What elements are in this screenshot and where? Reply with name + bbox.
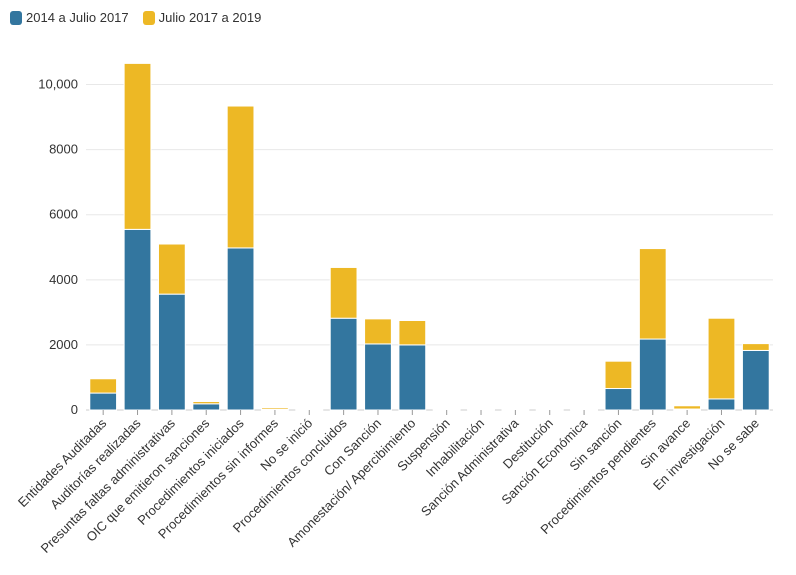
bar-2-1	[123, 62, 152, 230]
bar-2-0	[89, 378, 118, 394]
y-tick-label-4: 8000	[49, 142, 78, 157]
bar-2-2	[157, 243, 186, 295]
y-tick-label-2: 4000	[49, 272, 78, 287]
bar-1-7	[329, 317, 358, 411]
y-tick-label-1: 2000	[49, 337, 78, 352]
bar-1-9	[398, 344, 427, 411]
bar-1-19	[741, 349, 770, 411]
bar-1-16	[638, 338, 667, 411]
bar-2-15	[604, 360, 633, 390]
y-tick-label-3: 6000	[49, 207, 78, 222]
legend-item-series-2[interactable]: Julio 2017 a 2019	[142, 10, 262, 25]
bar-2-17	[673, 405, 702, 410]
bar-1-8	[364, 343, 392, 411]
bar-1-4	[226, 247, 255, 411]
x-tick-label-2: Presuntas faltas administrativas	[38, 415, 179, 556]
bar-2-18	[707, 317, 736, 400]
bar-1-18	[707, 398, 736, 411]
legend-swatch-series-1	[10, 10, 22, 25]
bar-2-16	[638, 248, 667, 340]
bar-2-19	[741, 343, 770, 351]
legend-item-series-1[interactable]: 2014 a Julio 2017	[10, 10, 129, 25]
bar-1-1	[123, 228, 152, 411]
legend-label-series-2: Julio 2017 a 2019	[158, 10, 262, 25]
bar-1-3	[192, 403, 221, 411]
bar-2-5	[261, 407, 289, 410]
bar-2-11	[467, 408, 495, 411]
bar-1-2	[157, 293, 186, 411]
bar-2-12	[501, 408, 530, 411]
bar-1-15	[604, 388, 633, 411]
legend-label-series-1: 2014 a Julio 2017	[26, 10, 129, 25]
chart-legend: 2014 a Julio 2017 Julio 2017 a 2019	[10, 10, 261, 25]
bar-2-7	[329, 266, 358, 319]
y-tick-label-0: 0	[71, 402, 78, 417]
bar-2-3	[192, 401, 221, 405]
legend-swatch-series-2	[142, 10, 155, 25]
bar-2-9	[398, 320, 427, 346]
y-tick-label-5: 10,000	[38, 77, 78, 92]
bar-1-0	[89, 392, 118, 411]
bar-2-8	[364, 318, 392, 345]
bar-2-4	[226, 105, 255, 249]
